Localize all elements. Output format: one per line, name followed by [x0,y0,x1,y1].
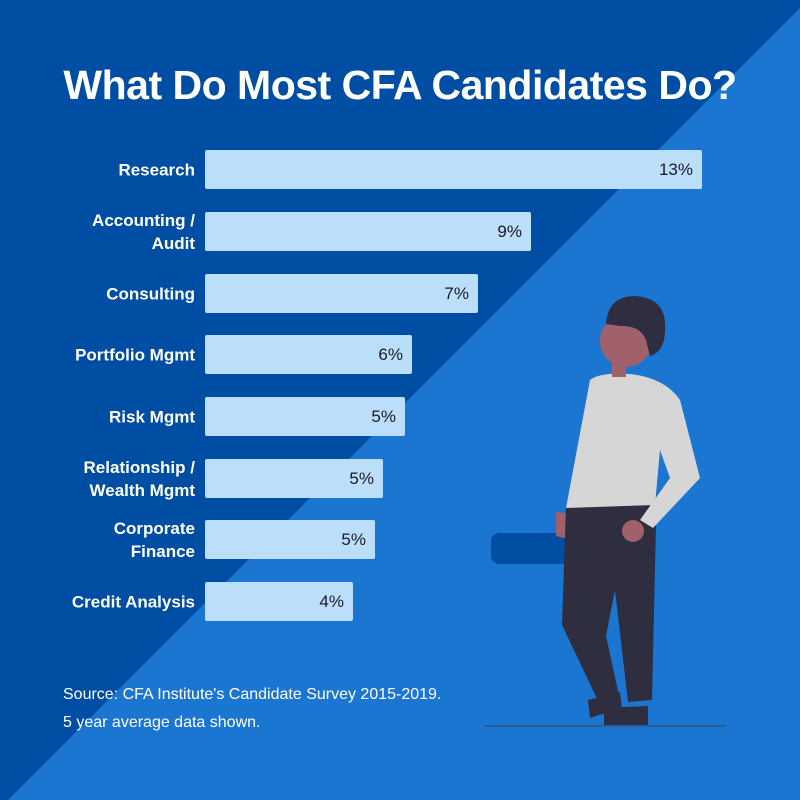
pants [562,505,656,705]
bar: 6% [205,335,412,374]
bar: 7% [205,274,478,313]
bar-value: 7% [444,284,469,303]
bar-row: Risk Mgmt 5% [0,397,800,436]
bar-label: Research [118,160,195,179]
bar-label: Portfolio Mgmt [75,345,195,364]
source-note: Source: CFA Institute's Candidate Survey… [63,681,441,737]
shirt [566,373,700,528]
bar: 5% [205,397,405,436]
bar-label: Corporate Finance [113,518,195,561]
bar-row: Relationship / Wealth Mgmt 5% [0,458,800,500]
chart-title: What Do Most CFA Candidates Do? [63,62,737,108]
bar: 5% [205,459,383,498]
source-line-1: Source: CFA Institute's Candidate Survey… [63,686,442,703]
bar-value: 9% [497,222,522,241]
bar-label: Accounting / Audit [92,210,195,253]
bench-icon [491,533,571,564]
person-standing-illustration [484,296,726,727]
bar-row: Portfolio Mgmt 6% [0,335,800,374]
bar-value: 6% [378,345,403,364]
bar-value: 4% [319,592,344,611]
bar-row: Credit Analysis 4% [0,582,800,621]
bar-value: 13% [658,160,693,179]
source-line-2: 5 year average data shown. [63,714,261,731]
bar-label: Consulting [106,284,195,303]
bar: 13% [205,150,702,189]
bar-row: Corporate Finance 5% [0,519,800,561]
bar-value: 5% [349,469,374,488]
floor-line [484,725,726,727]
bar-label: Risk Mgmt [109,407,195,426]
bar-label: Credit Analysis [71,592,195,611]
bar: 4% [205,582,353,621]
bar-value: 5% [341,530,366,549]
bar: 9% [205,212,531,251]
bar-value: 5% [371,407,396,426]
bar-row: Accounting / Audit 9% [0,211,800,253]
bar-label: Relationship / Wealth Mgmt [83,457,195,500]
hair [606,296,666,356]
bar-row: Consulting 7% [0,274,800,313]
bar-row: Research 13% [0,150,800,189]
bar: 5% [205,520,375,559]
